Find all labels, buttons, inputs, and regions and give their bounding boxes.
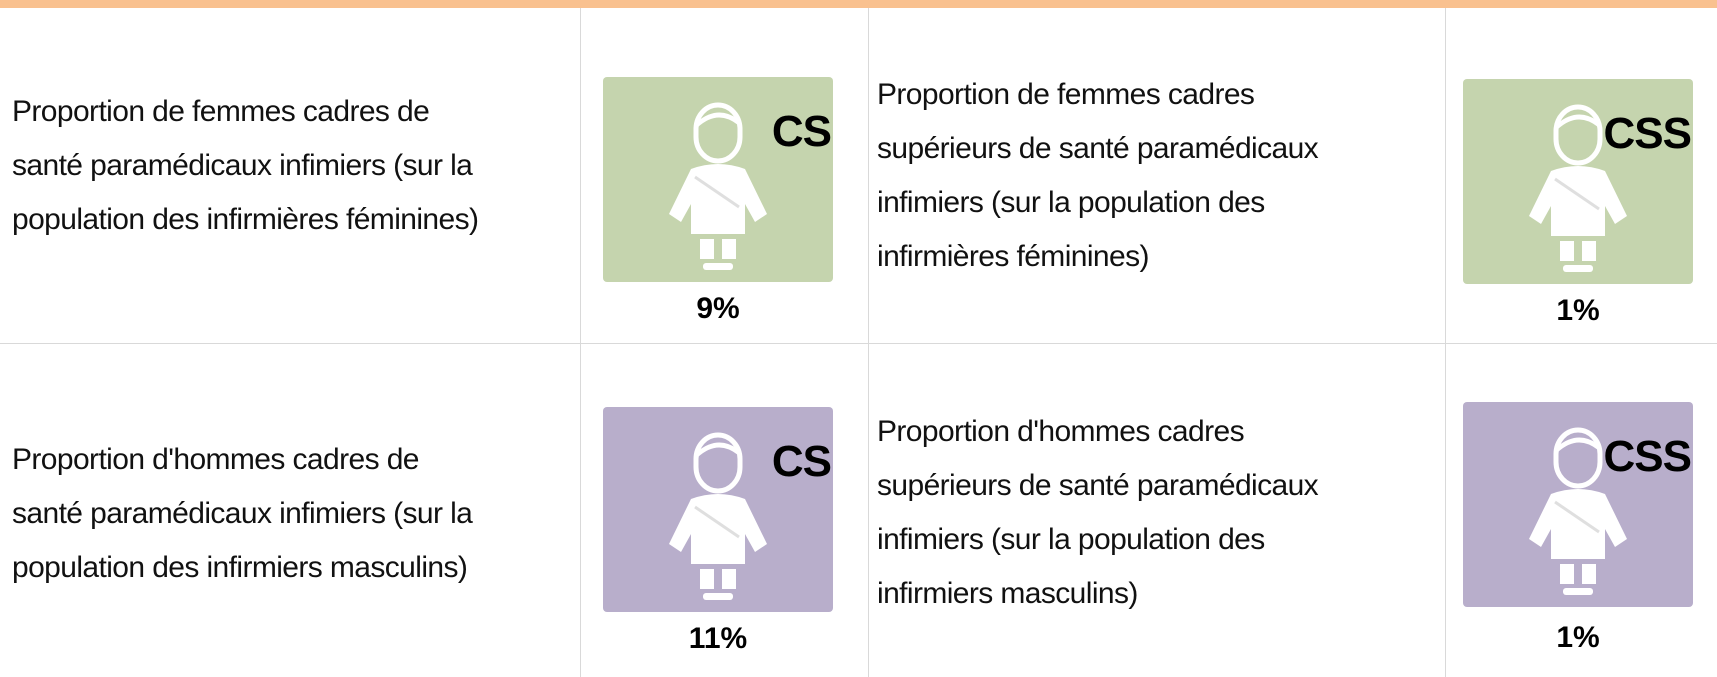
icon-box: CS: [603, 77, 833, 282]
column-divider: [1445, 8, 1446, 677]
column-divider: [868, 8, 869, 677]
row-divider: [0, 343, 1717, 344]
cell-label: Proportion d'hommes cadres supérieurs de …: [877, 405, 1319, 621]
nurse-icon: [1529, 104, 1627, 272]
label-line: supérieurs de santé paramédicaux: [877, 469, 1319, 502]
label-line: infirmières féminines): [877, 240, 1149, 273]
label-line: Proportion de femmes cadres: [877, 78, 1255, 111]
nurse-icon: [1529, 427, 1627, 595]
value: 1%: [1556, 621, 1600, 654]
badge: CS: [771, 107, 832, 156]
value: 11%: [688, 622, 748, 655]
label-line: infimiers (sur la population des: [877, 523, 1265, 556]
badge: CS: [771, 437, 832, 486]
badge: CSS: [1603, 109, 1692, 158]
label-line: supérieurs de santé paramédicaux: [877, 132, 1319, 165]
column-divider: [580, 8, 581, 677]
cell-label: Proportion de femmes cadres de santé para…: [12, 85, 479, 247]
badge: CSS: [1603, 432, 1692, 481]
label-line: Proportion d'hommes cadres de: [12, 443, 419, 476]
icon-box: CSS: [1463, 79, 1693, 284]
label-line: infimiers (sur la population des: [877, 186, 1265, 219]
cell-label: Proportion de femmes cadres supérieurs de…: [877, 68, 1319, 284]
top-bar: [0, 0, 1717, 8]
label-line: Proportion de femmes cadres de: [12, 95, 430, 128]
label-line: infirmiers masculins): [877, 577, 1138, 610]
label-line: Proportion d'hommes cadres: [877, 415, 1245, 448]
nurse-icon: [669, 102, 767, 270]
value: 1%: [1556, 294, 1600, 327]
icon-box: CS: [603, 407, 833, 612]
value: 9%: [696, 292, 740, 325]
label-line: santé paramédicaux infimiers (sur la: [12, 497, 473, 530]
label-line: population des infirmiers masculins): [12, 551, 468, 584]
icon-box: CSS: [1463, 402, 1693, 607]
nurse-icon: [669, 432, 767, 600]
cell-label: Proportion d'hommes cadres de santé param…: [12, 433, 473, 595]
label-line: santé paramédicaux infimiers (sur la: [12, 149, 473, 182]
label-line: population des infirmières féminines): [12, 203, 479, 236]
